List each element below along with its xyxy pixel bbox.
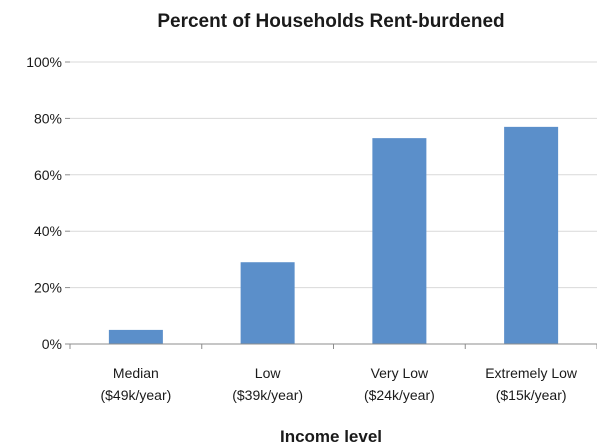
bar (240, 262, 295, 344)
bar (504, 126, 559, 344)
y-tick-label: 0% (42, 336, 62, 352)
chart-title: Percent of Households Rent-burdened (157, 11, 504, 32)
x-axis-title: Income level (280, 427, 382, 445)
y-tick-label: 20% (34, 280, 62, 296)
x-category-label: Low ($39k/year) (232, 365, 303, 403)
x-category-label: Extremely Low ($15k/year) (485, 365, 578, 403)
y-tick-label: 80% (34, 110, 62, 126)
x-category-label: Very Low ($24k/year) (364, 365, 435, 403)
x-category-label: Median ($49k/year) (100, 365, 171, 403)
y-axis-ticks: 0% 20% 40% 60% 80% 100% (26, 54, 70, 352)
bar (108, 329, 163, 344)
x-axis-category-labels: Median ($49k/year) Low ($39k/year) Very Low(… (100, 365, 577, 403)
y-tick-label: 60% (34, 167, 62, 183)
bar (372, 138, 427, 344)
y-tick-label: 40% (34, 223, 62, 239)
y-tick-label: 100% (26, 54, 62, 70)
bars (108, 126, 559, 344)
x-axis-ticks (69, 344, 597, 349)
